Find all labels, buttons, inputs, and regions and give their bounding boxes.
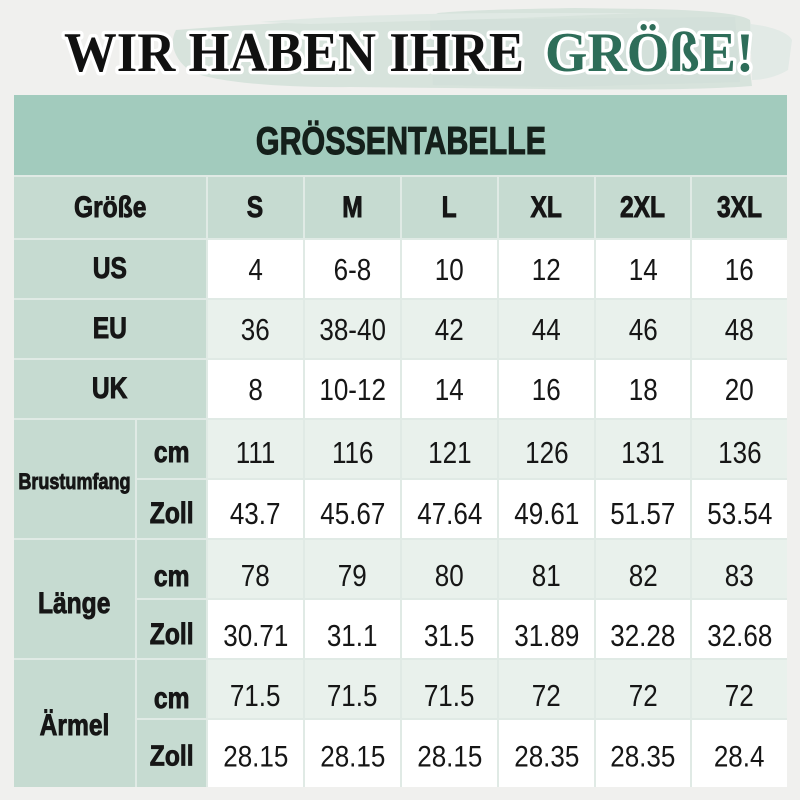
svg-text:GRÖßE!: GRÖßE! <box>545 22 754 84</box>
svg-text:WIR HABEN IHRE: WIR HABEN IHRE <box>64 22 524 84</box>
